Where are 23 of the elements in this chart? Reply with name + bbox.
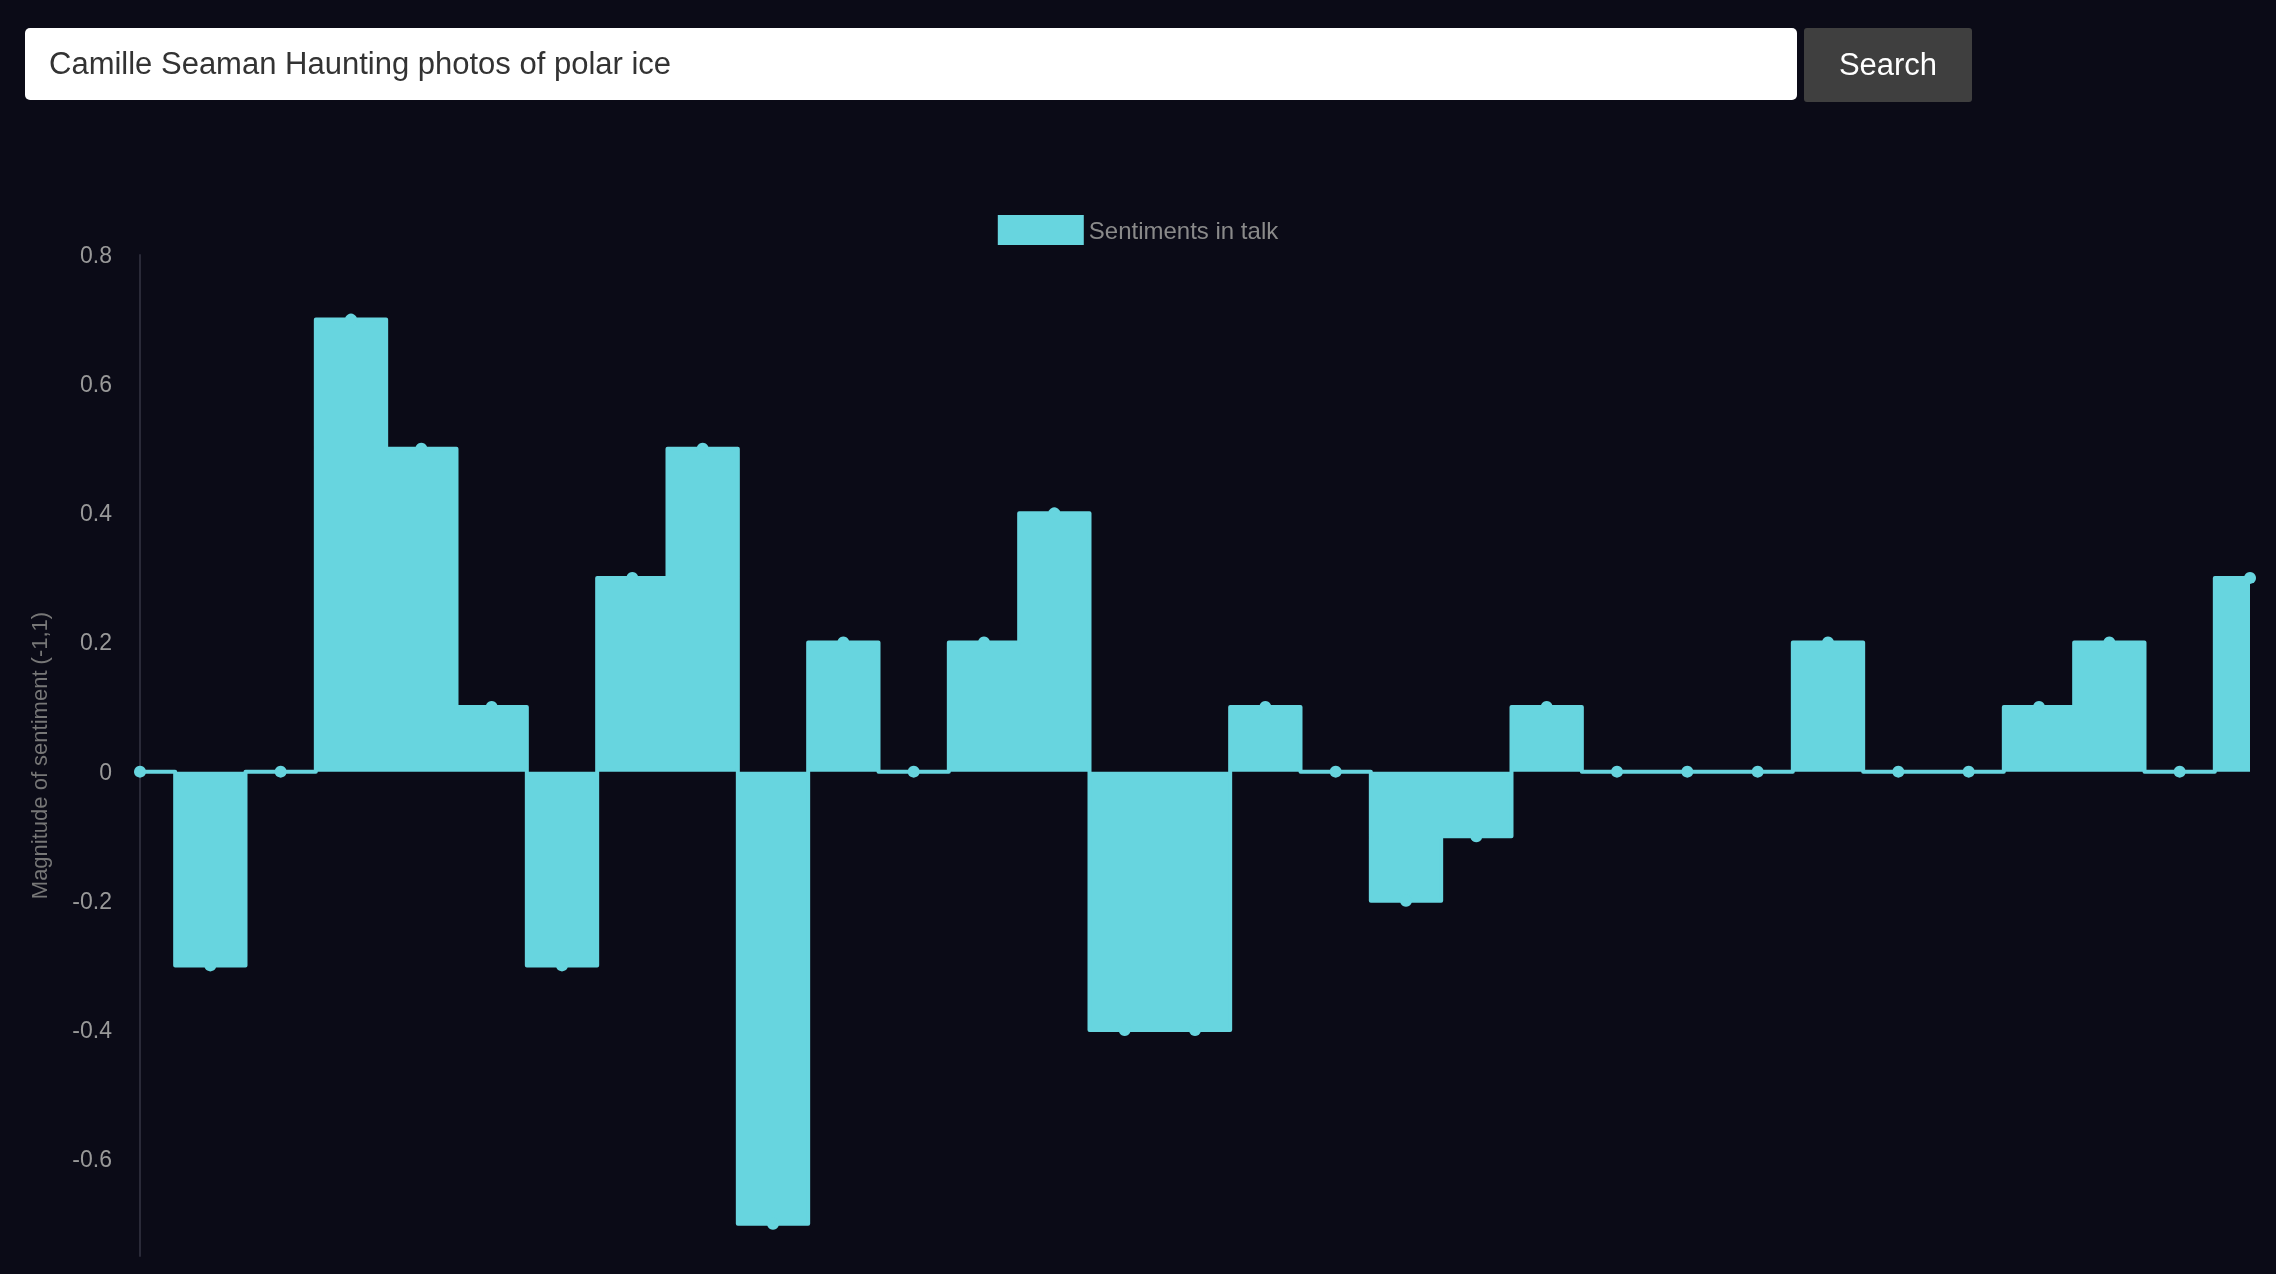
- legend-label: Sentiments in talk: [1088, 216, 1280, 244]
- point: [2173, 765, 2186, 778]
- point: [134, 765, 146, 778]
- y-tick-label: 0.8: [80, 242, 112, 268]
- point: [1892, 765, 1905, 778]
- y-tick-label: 0.2: [80, 629, 112, 656]
- point: [1329, 765, 1342, 778]
- y-tick-label: 0.4: [80, 500, 113, 527]
- y-tick-label: -0.2: [72, 887, 112, 914]
- search-button: Search: [1804, 28, 1972, 102]
- point: [1751, 765, 1764, 778]
- search-field: Camille Seaman Haunting photos of polar ice: [25, 28, 1797, 100]
- y-tick-label: -0.4: [72, 1016, 113, 1043]
- point: [274, 765, 287, 778]
- y-axis-title: Magnitude of sentiment (-1,1): [26, 611, 52, 900]
- point: [1962, 765, 1975, 778]
- y-tick-label: -0.6: [72, 1146, 112, 1173]
- y-tick-label: 0.6: [80, 371, 112, 398]
- point: [907, 765, 920, 778]
- y-tick-label: 0: [99, 758, 112, 785]
- point: [2244, 571, 2256, 584]
- point: [1681, 765, 1694, 778]
- point: [1611, 765, 1623, 778]
